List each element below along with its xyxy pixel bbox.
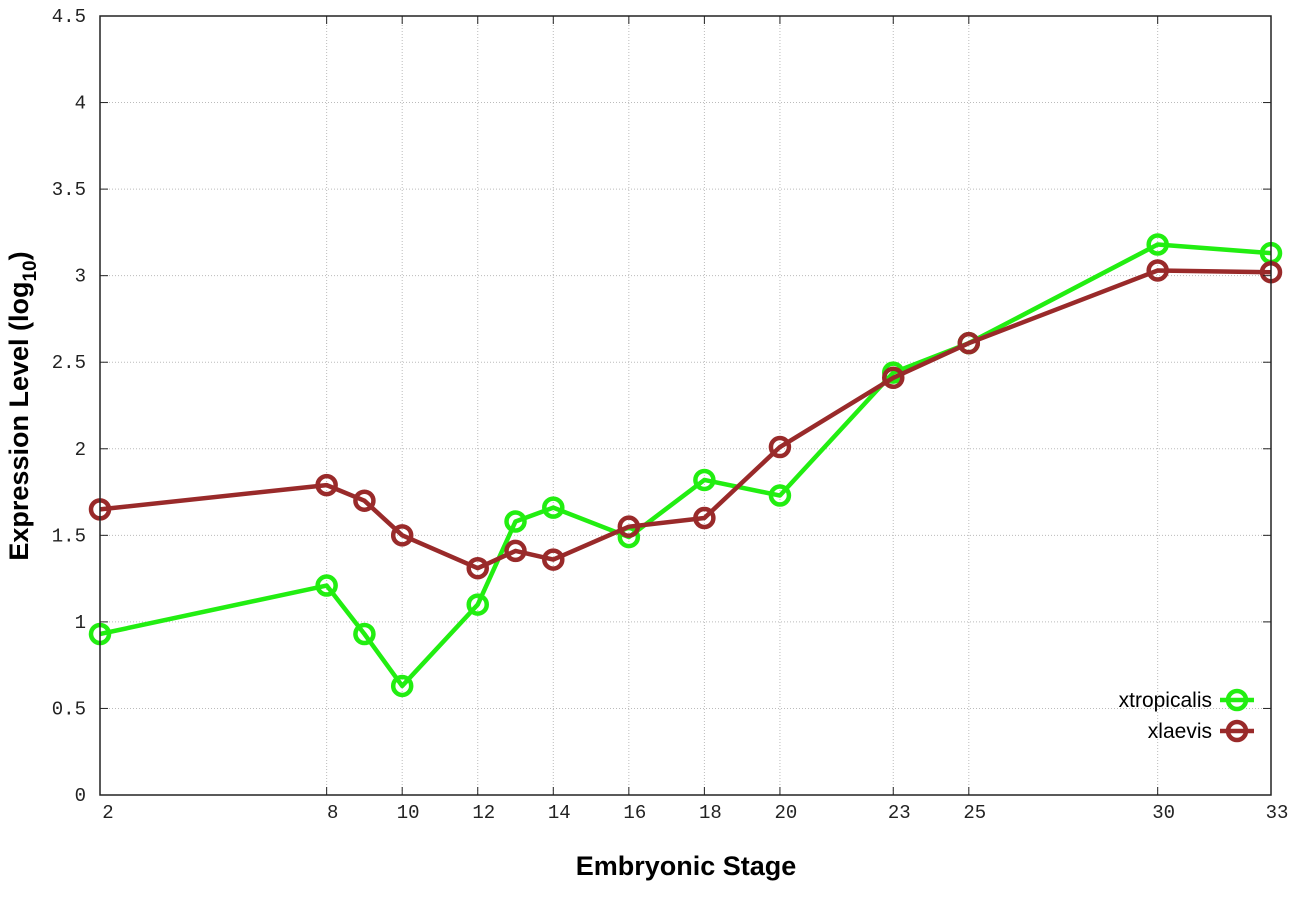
data-point-xlaevis	[957, 331, 981, 355]
y-axis-label-subscript: 10	[20, 260, 41, 281]
data-point-xlaevis	[315, 473, 338, 497]
series-layer	[88, 233, 1283, 698]
data-point-xtropicalis	[1146, 233, 1169, 256]
series-xlaevis	[88, 259, 1283, 580]
legend: xtropicalis xlaevis	[1119, 688, 1254, 743]
x-tick-label: 20	[775, 802, 798, 824]
legend-marker-xtropicalis	[1225, 688, 1249, 712]
x-tick-label: 10	[397, 802, 420, 824]
y-axis-label: Expression Level (log10)	[4, 251, 41, 560]
y-tick-label: 4.5	[52, 6, 86, 28]
x-tick-label: 14	[548, 802, 571, 824]
data-point-xtropicalis	[693, 468, 716, 492]
data-point-xtropicalis	[504, 510, 527, 533]
data-point-xtropicalis	[353, 622, 376, 646]
x-tick-label: 33	[1266, 802, 1289, 824]
data-point-xtropicalis	[466, 593, 489, 616]
y-tick-label: 4	[75, 93, 86, 115]
data-point-xlaevis	[617, 515, 641, 538]
data-point-xtropicalis	[315, 574, 338, 597]
grid	[100, 16, 1271, 795]
y-tick-label: 0.5	[52, 698, 86, 720]
data-point-xlaevis	[504, 539, 527, 563]
ticks: 0 0.5 1 1.5 2 2.5 3 3.5 4 4.5 2 8 10 12 14 16 18 20 23 25 30…	[52, 6, 1289, 824]
y-tick-label: 0	[75, 785, 86, 807]
y-tick-label: 2	[75, 439, 86, 461]
data-point-xlaevis	[353, 489, 376, 512]
y-tick-label: 1.5	[52, 525, 86, 547]
y-tick-label: 3	[75, 266, 86, 288]
x-tick-label: 30	[1152, 802, 1175, 824]
y-tick-label: 2.5	[52, 352, 86, 374]
series-line-xlaevis	[99, 268, 1272, 571]
x-tick-label: 23	[888, 802, 911, 824]
x-tick-label: 12	[472, 802, 495, 824]
legend-marker-xlaevis	[1225, 719, 1249, 743]
series-xtropicalis	[88, 233, 1283, 698]
data-point-xtropicalis	[542, 496, 565, 519]
data-point-xlaevis	[466, 556, 489, 580]
data-point-xlaevis	[542, 548, 565, 571]
x-tick-label: 8	[327, 802, 338, 824]
data-point-xlaevis	[882, 366, 905, 390]
x-tick-label: 25	[963, 802, 986, 824]
x-axis-label: Embryonic Stage	[576, 851, 797, 881]
data-point-xlaevis	[390, 524, 414, 547]
legend-label-xlaevis: xlaevis	[1148, 720, 1212, 743]
x-tick-label: 2	[102, 802, 113, 824]
series-line-xtropicalis	[99, 242, 1272, 689]
data-point-xlaevis	[768, 435, 792, 459]
data-point-xlaevis	[1146, 259, 1169, 282]
y-tick-label: 3.5	[52, 179, 86, 201]
data-point-xtropicalis	[768, 484, 792, 507]
x-tick-label: 16	[623, 802, 646, 824]
y-tick-label: 1	[75, 612, 86, 634]
data-point-xlaevis	[693, 506, 716, 530]
data-point-xtropicalis	[390, 674, 414, 698]
legend-label-xtropicalis: xtropicalis	[1119, 689, 1212, 712]
x-tick-label: 18	[699, 802, 722, 824]
plot-frame	[99, 15, 1272, 796]
